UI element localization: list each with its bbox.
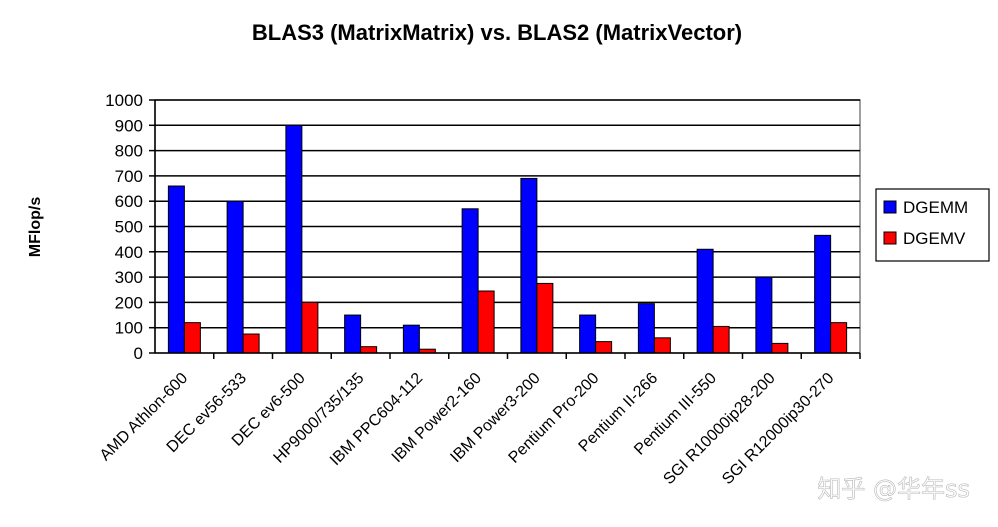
watermark-text: 知乎 @华年ss bbox=[817, 475, 970, 503]
bar-dgemm bbox=[579, 314, 597, 354]
bar-dgemm bbox=[344, 314, 362, 354]
bar-dgemm bbox=[285, 124, 303, 354]
bar-dgemv bbox=[477, 290, 495, 354]
bar-dgemm bbox=[520, 177, 538, 354]
bar-dgemm bbox=[814, 234, 832, 354]
bar-dgemv bbox=[242, 333, 260, 354]
y-tick-label: 600 bbox=[115, 192, 143, 211]
bar-dgemv bbox=[536, 282, 554, 354]
bar-dgemv bbox=[183, 322, 201, 354]
chart-title: BLAS3 (MatrixMatrix) vs. BLAS2 (MatrixVe… bbox=[252, 20, 742, 45]
bar-dgemm bbox=[696, 248, 714, 354]
bar-dgemv bbox=[830, 322, 848, 354]
y-tick-label: 300 bbox=[115, 268, 143, 287]
bar-dgemm bbox=[461, 208, 479, 354]
bar-dgemm bbox=[226, 200, 244, 354]
bar-dgemv bbox=[712, 325, 730, 354]
legend-swatch-dgemm bbox=[883, 200, 897, 214]
bar-dgemm bbox=[402, 324, 420, 354]
bar-dgemv bbox=[301, 301, 319, 354]
bar-dgemv bbox=[771, 342, 789, 354]
bar-dgemm bbox=[755, 276, 773, 354]
y-tick-label: 0 bbox=[134, 344, 143, 363]
bar-dgemv bbox=[360, 346, 378, 354]
legend-label-dgemm: DGEMM bbox=[903, 198, 968, 217]
y-tick-label: 700 bbox=[115, 167, 143, 186]
x-tick-label: SGI R10000ip28-200 bbox=[660, 370, 778, 488]
bar-dgemv bbox=[595, 341, 613, 354]
y-tick-label: 100 bbox=[115, 319, 143, 338]
y-tick-label: 1000 bbox=[105, 91, 143, 110]
y-tick-label: 400 bbox=[115, 243, 143, 262]
y-tick-label: 900 bbox=[115, 116, 143, 135]
bar-dgemm bbox=[167, 185, 185, 354]
legend: DGEMM DGEMV bbox=[875, 188, 990, 262]
legend-label-dgemv: DGEMV bbox=[903, 229, 966, 248]
y-tick-label: 500 bbox=[115, 218, 143, 237]
y-tick-label: 800 bbox=[115, 142, 143, 161]
bar-dgemm bbox=[637, 303, 655, 354]
y-tick-label: 200 bbox=[115, 293, 143, 312]
legend-swatch-dgemv bbox=[883, 231, 897, 245]
x-tick-label: SGI R12000ip30-270 bbox=[719, 370, 837, 488]
y-axis-label: MFlop/s bbox=[27, 197, 44, 258]
bar-dgemv bbox=[653, 337, 671, 354]
